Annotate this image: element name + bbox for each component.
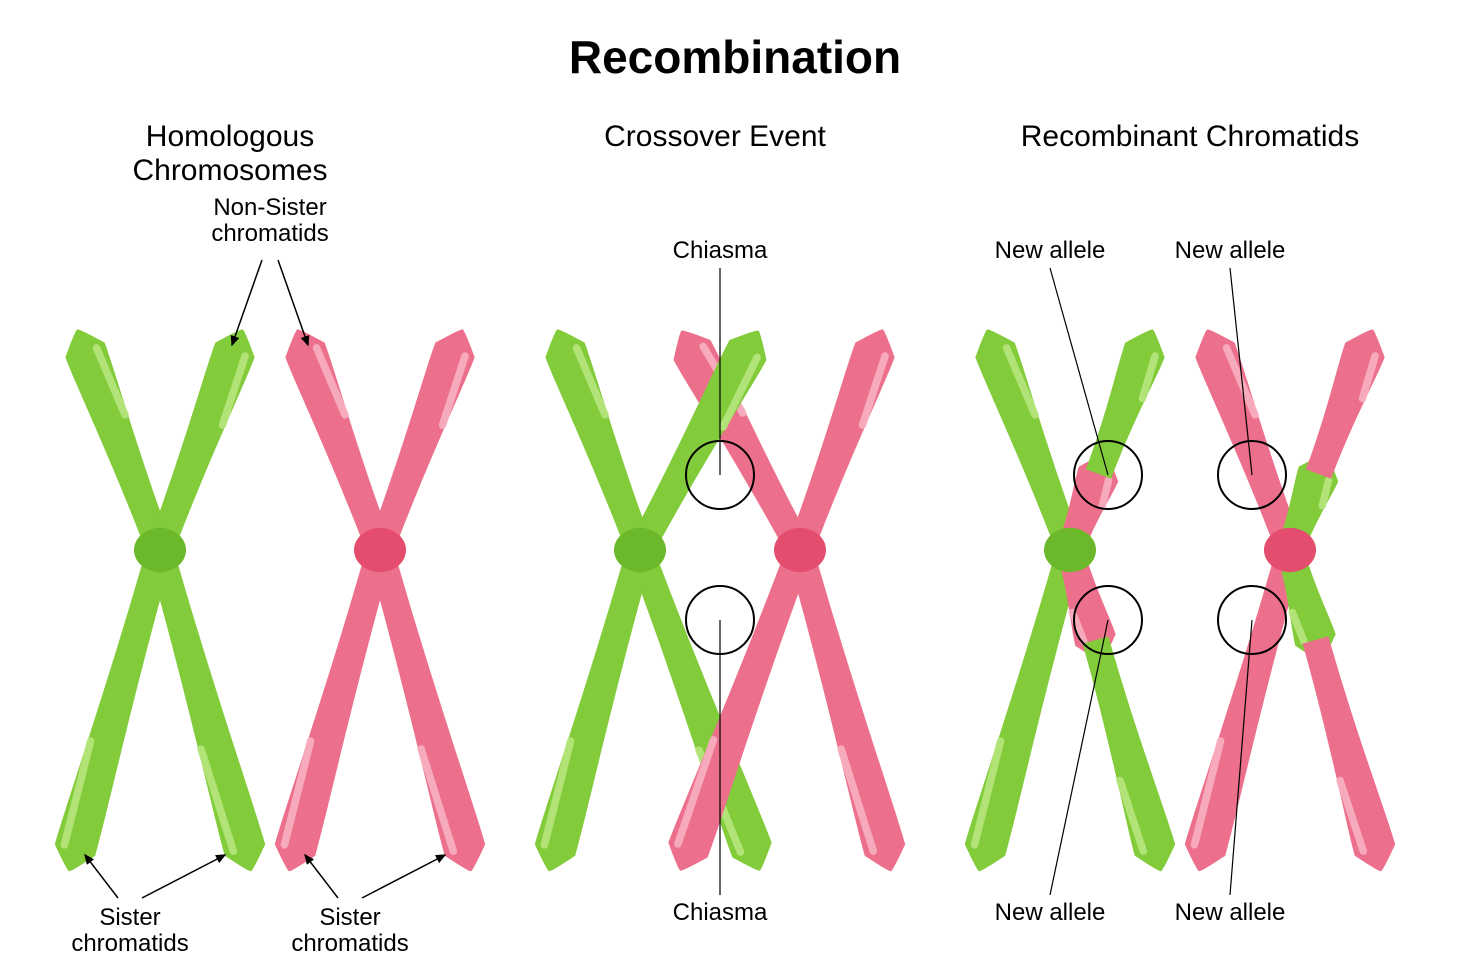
diagram-svg xyxy=(0,0,1470,980)
diagram-page: Recombination Homologous Chromosomes Cro… xyxy=(0,0,1470,980)
